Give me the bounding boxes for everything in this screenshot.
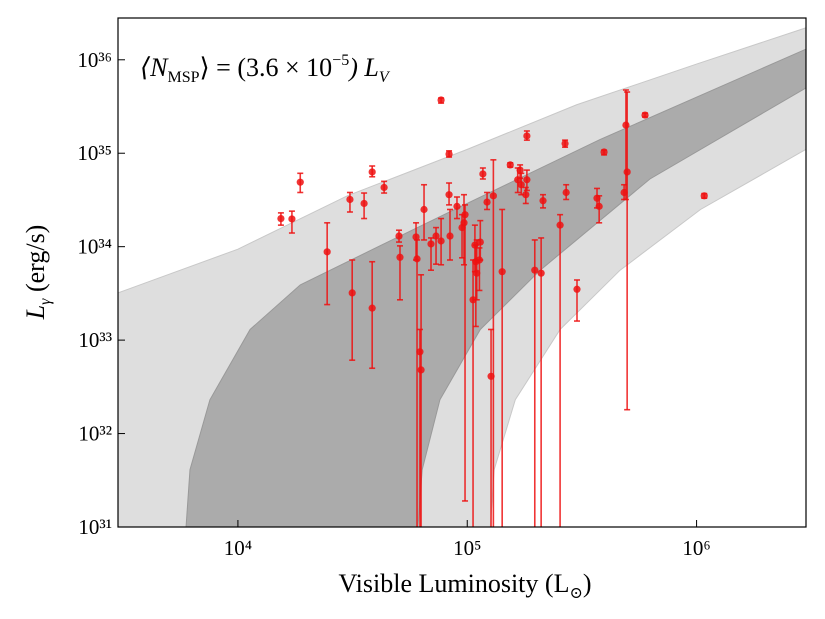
y-tick-label: 10³¹ [78,515,112,539]
y-tick-label: 10³⁶ [77,48,112,72]
data-point [360,199,368,208]
annotation: ⟨NMSP⟩ = (3.6 × 10−5) LV [140,52,391,86]
y-tick-label: 10³⁴ [77,235,112,259]
data-point [461,211,469,219]
data-point [277,214,285,223]
y-tick-label: 10³² [78,422,112,446]
annotation-subscript: MSP [168,69,200,86]
data-point [517,181,525,189]
data-point [623,168,631,176]
x-tick-label: 10⁴ [224,536,252,560]
data-point [412,233,420,241]
data-point [417,366,425,374]
data-point [416,348,424,356]
y-label-part: (erg/s) [21,225,50,299]
data-point [445,150,453,158]
data-point [323,248,331,256]
data-point [556,221,564,229]
x-label-part: ) [583,569,592,598]
data-point [396,253,404,261]
data-point [498,268,506,276]
data-point [523,176,531,184]
x-label-part: Visible Luminosity (L [338,569,569,598]
plot-area [118,27,806,527]
data-point [479,170,487,178]
y-tick-label: 10³⁵ [77,141,112,165]
axes-frame [117,17,807,528]
band [185,48,806,527]
data-point [523,132,531,140]
data-point [346,195,354,204]
y-tick-label: 10³³ [78,328,112,352]
data-point [437,96,445,104]
data-point [469,296,477,304]
data-point [460,219,468,227]
annotation-part: ) L [347,53,379,82]
data-point [506,161,514,169]
data-point [522,191,530,199]
data-point [437,237,445,245]
data-point [420,205,428,214]
data-point [473,269,481,277]
data-point [288,215,296,223]
data-point [453,202,461,210]
data-point [413,255,421,263]
data-point [489,192,497,200]
annotation-part: ⟩ = (3.6 × 10 [200,53,333,82]
data-point [427,240,435,248]
data-point [600,148,608,156]
annotation-subscript: V [379,69,391,86]
data-point [483,198,491,206]
data-point [641,111,649,119]
data-point [380,183,388,192]
data-point [348,289,356,297]
x-label-subscript: ⊙ [569,585,582,602]
data-point [539,197,547,205]
data-point [700,192,708,200]
data-point [368,168,376,176]
data-point [573,285,581,293]
data-point [562,188,570,197]
data-point [595,202,603,210]
data-point [537,269,545,277]
x-tick-label: 10⁵ [453,536,481,560]
x-tick-label: 10⁶ [682,536,710,560]
data-point [395,232,403,240]
data-point [622,121,630,129]
data-point [368,304,376,312]
y-label-subscript: γ [37,298,54,305]
data-point [531,266,539,274]
data-point [432,232,440,240]
data-point [445,191,453,199]
data-point [516,166,524,174]
data-point [561,139,569,148]
x-axis-label: Visible Luminosity (L⊙) [338,569,591,602]
annotation-superscript: −5 [332,52,349,69]
y-label-part: L [21,305,50,320]
annotation-part: ⟨N [140,53,169,82]
data-point [476,238,484,246]
data-point [446,232,454,240]
data-point [296,178,304,186]
y-axis-label: Lγ (erg/s) [21,225,54,321]
